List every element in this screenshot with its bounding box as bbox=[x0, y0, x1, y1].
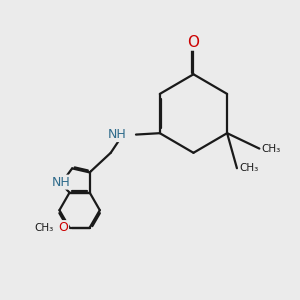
Text: CH₃: CH₃ bbox=[239, 163, 258, 173]
Text: O: O bbox=[58, 221, 68, 234]
Text: NH: NH bbox=[107, 128, 126, 141]
Text: CH₃: CH₃ bbox=[262, 144, 281, 154]
Text: NH: NH bbox=[52, 176, 70, 189]
Text: CH₃: CH₃ bbox=[35, 223, 54, 232]
Text: O: O bbox=[188, 34, 200, 50]
